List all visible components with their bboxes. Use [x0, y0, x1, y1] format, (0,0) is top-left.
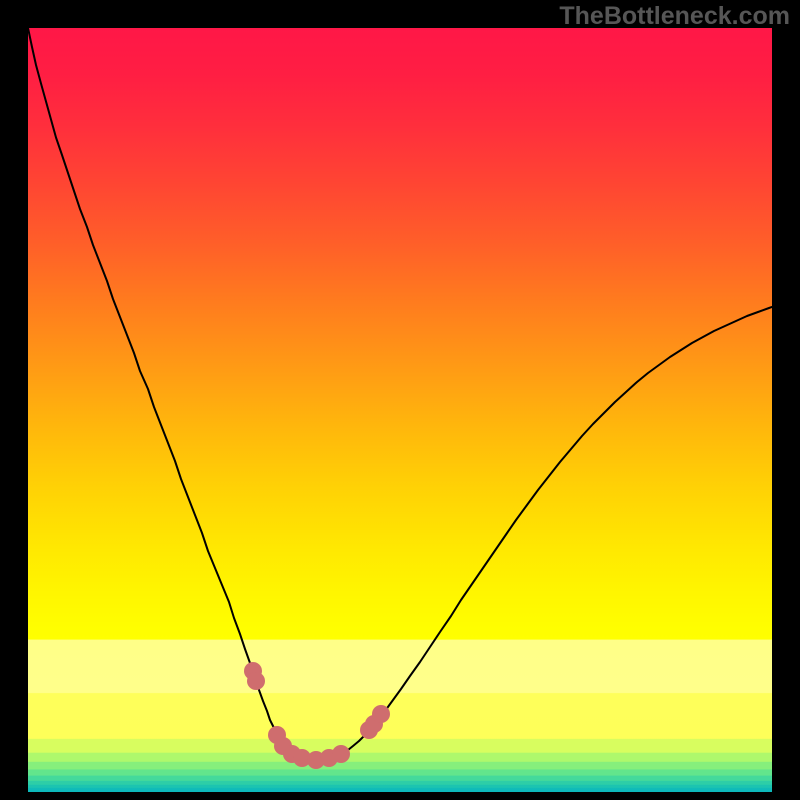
plot-area [28, 28, 772, 792]
chart-frame: TheBottleneck.com [0, 0, 800, 800]
chart-svg [28, 28, 772, 792]
curve-marker [372, 705, 390, 723]
gradient-background [28, 28, 772, 792]
curve-marker [332, 745, 350, 763]
watermark-label: TheBottleneck.com [559, 4, 790, 29]
curve-marker [247, 672, 265, 690]
